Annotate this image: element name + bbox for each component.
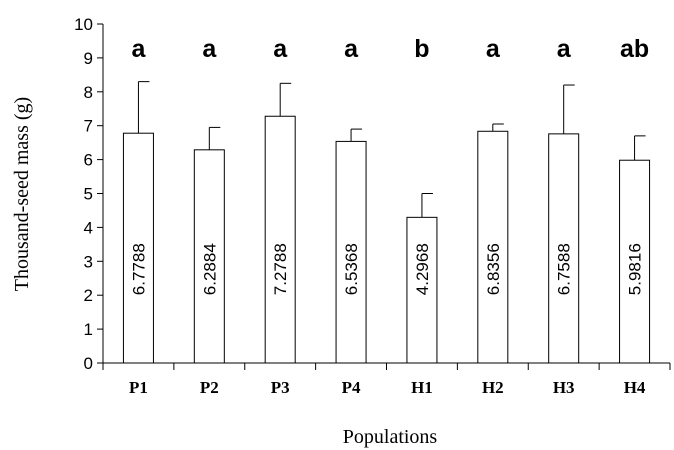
- x-tick-label-P3: P3: [271, 378, 290, 397]
- significance-label-P1: a: [131, 35, 146, 63]
- y-tick-label: 2: [84, 286, 93, 305]
- value-label-P1: 6.7788: [129, 243, 148, 295]
- value-label-H4: 5.9816: [626, 243, 645, 295]
- significance-label-H4: ab: [620, 35, 649, 63]
- x-tick-label-P4: P4: [342, 378, 361, 397]
- bar-P2: [193, 149, 225, 364]
- value-label-P2: 6.2884: [200, 243, 219, 295]
- x-tick-label-H1: H1: [411, 378, 433, 397]
- y-tick-label: 8: [84, 83, 93, 102]
- significance-labels-group: a a a a b a a ab: [131, 35, 649, 63]
- significance-label-P2: a: [202, 35, 217, 63]
- significance-label-H3: a: [557, 35, 572, 63]
- y-tick-label: 1: [84, 320, 93, 339]
- error-bars-group: [137, 81, 646, 218]
- y-tick-label: 10: [74, 15, 93, 34]
- x-tick-label-P2: P2: [200, 378, 219, 397]
- significance-label-P4: a: [344, 35, 359, 63]
- bar-H1: [406, 216, 438, 364]
- x-tick-label-H4: H4: [624, 378, 646, 397]
- y-tick-label: 3: [84, 252, 93, 271]
- value-label-P4: 6.5368: [342, 243, 361, 295]
- y-tick-label: 0: [84, 354, 93, 373]
- x-axis-ticks: P1 P2 P3 P4 H1 H2 H3 H4: [102, 363, 671, 397]
- x-tick-label-H3: H3: [553, 378, 575, 397]
- x-tick-label-H2: H2: [482, 378, 504, 397]
- y-tick-label: 6: [84, 151, 93, 170]
- value-label-H1: 4.2968: [413, 243, 432, 295]
- significance-label-H1: b: [414, 35, 429, 63]
- bar-P1: [122, 132, 154, 364]
- axes-group: [102, 24, 670, 364]
- value-label-H2: 6.8356: [484, 243, 503, 295]
- x-tick-label-P1: P1: [129, 378, 148, 397]
- value-label-P3: 7.2788: [271, 243, 290, 295]
- y-tick-label: 7: [84, 117, 93, 136]
- bar-H2: [477, 130, 509, 364]
- value-labels-group: 6.7788 6.2884 7.2788 6.5368 4.2968 6.8356 6.75…: [129, 243, 644, 295]
- x-axis-title: Populations: [343, 426, 438, 448]
- bars-group: [122, 115, 651, 364]
- significance-label-H2: a: [486, 35, 501, 63]
- y-tick-label: 4: [84, 218, 93, 237]
- y-axis-ticks: 0 1 2 3 4 5 6 7 8 9 10: [74, 15, 103, 373]
- value-label-H3: 6.7588: [555, 243, 574, 295]
- y-tick-label: 5: [84, 185, 93, 204]
- significance-label-P3: a: [273, 35, 288, 63]
- y-tick-label: 9: [84, 49, 93, 68]
- bar-P4: [335, 140, 367, 364]
- bar-P3: [264, 115, 296, 364]
- y-axis-title: Thousand-seed mass (g): [11, 97, 33, 291]
